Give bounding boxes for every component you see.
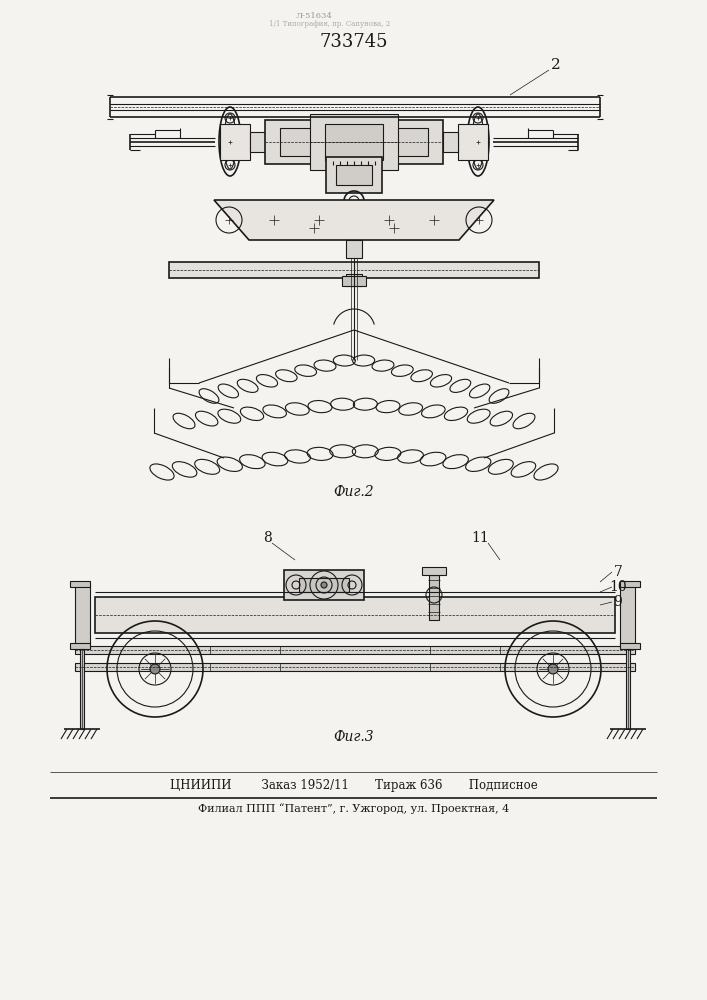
Bar xyxy=(626,649,630,729)
Bar xyxy=(620,643,640,649)
Text: 9: 9 xyxy=(614,595,622,609)
Bar xyxy=(346,240,362,258)
Text: 733745: 733745 xyxy=(320,33,388,51)
Text: ЦНИИПИ        Заказ 1952/11       Тираж 636       Подписное: ЦНИИПИ Заказ 1952/11 Тираж 636 Подписное xyxy=(170,778,538,792)
Bar xyxy=(342,276,366,286)
Text: 1/1 Типография, пр. Сапунова, 2: 1/1 Типография, пр. Сапунова, 2 xyxy=(269,20,391,28)
Text: 10: 10 xyxy=(609,580,627,594)
Bar xyxy=(310,114,398,170)
Text: Фиг.2: Фиг.2 xyxy=(334,485,374,499)
Bar xyxy=(75,585,90,645)
Text: 11: 11 xyxy=(471,531,489,545)
Bar xyxy=(70,643,90,649)
Text: 7: 7 xyxy=(614,565,622,579)
Bar xyxy=(75,663,635,671)
Bar xyxy=(169,262,539,278)
Polygon shape xyxy=(214,200,494,240)
Bar xyxy=(336,165,372,185)
Circle shape xyxy=(321,582,327,588)
Bar xyxy=(250,132,265,152)
Bar xyxy=(458,124,488,160)
Bar xyxy=(95,597,615,633)
Ellipse shape xyxy=(342,206,366,216)
Bar xyxy=(443,132,458,152)
Circle shape xyxy=(150,664,160,674)
Bar xyxy=(326,157,382,193)
Bar xyxy=(280,128,428,156)
Bar xyxy=(220,124,250,160)
Bar xyxy=(429,575,439,620)
Text: Филиал ППП “Патент”, г. Ужгород, ул. Проектная, 4: Филиал ППП “Патент”, г. Ужгород, ул. Про… xyxy=(199,804,510,814)
Bar xyxy=(346,274,362,286)
Bar xyxy=(70,581,90,587)
Bar xyxy=(422,567,446,575)
Text: 2: 2 xyxy=(551,58,561,72)
Bar xyxy=(325,124,383,160)
Bar xyxy=(620,585,635,645)
Bar xyxy=(265,120,443,164)
Bar xyxy=(299,578,349,592)
Bar xyxy=(620,581,640,587)
Bar xyxy=(284,570,364,600)
Bar xyxy=(80,649,84,729)
Text: 8: 8 xyxy=(262,531,271,545)
Text: Фиг.3: Фиг.3 xyxy=(334,730,374,744)
Bar xyxy=(75,646,635,654)
Text: Л-51634: Л-51634 xyxy=(296,12,332,20)
Circle shape xyxy=(548,664,558,674)
